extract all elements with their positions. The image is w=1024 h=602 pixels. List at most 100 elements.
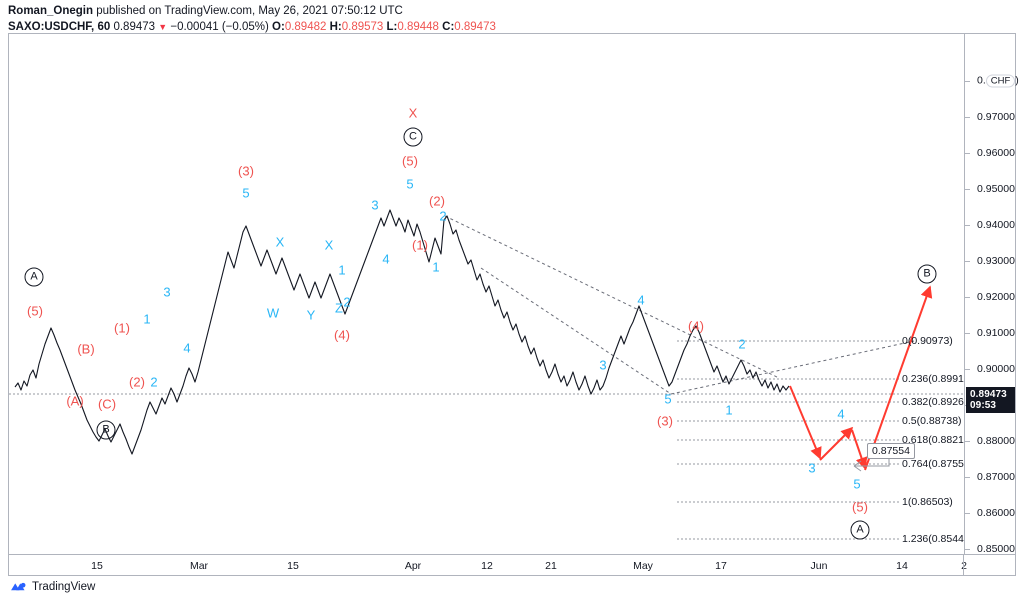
price-tick-label: 0.96000 <box>977 147 1015 159</box>
wave-label-intermediate: (5) <box>852 499 868 515</box>
footer: TradingView <box>10 578 95 596</box>
price-tick-label: 0.93000 <box>977 255 1015 267</box>
open-value: 0.89482 <box>284 21 327 33</box>
symbol-ohlc-line: SAXO:USDCHF, 60 0.89473 ▼ −0.00041 (−0.0… <box>8 20 1016 34</box>
wave-label-minor: 5 <box>406 176 414 192</box>
wave-label-intermediate: (1) <box>114 320 130 336</box>
price-tick <box>965 297 970 298</box>
wave-label-minor: 5 <box>242 185 250 201</box>
wave-label-minor: 4 <box>382 251 390 267</box>
wave-label-circled-b: B <box>917 264 937 284</box>
price-tick-label: 0.95000 <box>977 183 1015 195</box>
wave-label-intermediate: (2) <box>429 193 445 209</box>
wave-label-minor: 3 <box>371 197 379 213</box>
price-series-layer <box>9 209 964 540</box>
fib-level-label: 0.5(0.88738) <box>902 415 962 427</box>
wave-label-minor: 5 <box>853 476 861 492</box>
wave-label-minor: 4 <box>837 406 845 422</box>
wave-label-minor: 5 <box>664 391 672 407</box>
projection-arrows[interactable] <box>789 285 933 471</box>
price-tick-label: 0.86000 <box>977 507 1015 519</box>
price-tick <box>965 225 970 226</box>
time-tick-label: Apr <box>404 560 422 572</box>
publisher-line: Roman_Onegin published on TradingView.co… <box>8 4 1016 18</box>
wave-label-minor: 2 <box>343 294 351 310</box>
wave-label-intermediate: (5) <box>27 303 43 319</box>
time-tick-label: 21 <box>545 560 557 572</box>
time-tick-label: 12 <box>481 560 493 572</box>
price-tick <box>965 261 970 262</box>
price-tick <box>965 117 970 118</box>
wave-label-minor: X <box>324 237 334 253</box>
price-axis[interactable]: 0. CHF) 0.97000 0.96000 0.95000 0.94000 0.930… <box>964 34 1019 554</box>
wave-label-intermediate: (5) <box>402 153 418 169</box>
wave-label-minor: 2 <box>150 374 158 390</box>
price-tick-label: 0.91000 <box>977 327 1015 339</box>
current-price-tag: 0.89473 09:53 <box>966 387 1015 413</box>
wave-label-minor: Z <box>335 300 343 316</box>
fib-level-label: 0.382(0.89266) <box>902 396 964 408</box>
wave-label-minor: 3 <box>599 357 607 373</box>
wave-label-intermediate: (3) <box>657 413 673 429</box>
price-unit-label: 0. CHF) <box>977 74 1019 88</box>
wave-label-minor: 4 <box>637 292 645 308</box>
plot-area[interactable]: A (5) (B) (A) (C) B (1) (2) 1 2 3 4 (3) 5 X W Y X Z 1 2 (4) 3 4… <box>9 34 964 554</box>
price-tick <box>965 369 970 370</box>
time-axis[interactable]: 15 Mar 15 Apr 12 21 May 17 Jun 14 2 <box>8 555 1016 576</box>
price-tick-label: 0.97000 <box>977 111 1015 123</box>
wave-label-intermediate: (B) <box>77 341 95 357</box>
wave-label-intermediate: (2) <box>129 374 145 390</box>
time-tick-label: 17 <box>715 560 727 572</box>
time-tick-label: May <box>633 560 653 572</box>
wave-label-minor: 3 <box>163 284 171 300</box>
chart-frame[interactable]: A (5) (B) (A) (C) B (1) (2) 1 2 3 4 (3) 5 X W Y X Z 1 2 (4) 3 4… <box>8 33 1019 555</box>
wave-label-minor: 1 <box>143 311 151 327</box>
time-tick-label: 2 <box>961 560 967 572</box>
tradingview-brand: TradingView <box>32 581 96 593</box>
wave-label-intermediate: (3) <box>238 163 254 179</box>
price-tick-label: 0.92000 <box>977 291 1015 303</box>
current-price-value: 0.89473 <box>970 389 1007 400</box>
tradingview-logo-icon[interactable] <box>10 581 27 594</box>
current-price-time: 09:53 <box>970 400 997 411</box>
price-tick <box>965 333 970 334</box>
currency-badge[interactable]: CHF <box>985 74 1016 88</box>
wave-label-circled-c: C <box>403 127 423 147</box>
chart-header: Roman_Onegin published on TradingView.co… <box>8 3 1016 33</box>
fib-level-label: 1(0.86503) <box>902 496 953 508</box>
symbol-label[interactable]: SAXO:USDCHF, 60 <box>8 21 111 33</box>
wave-label-minor: 4 <box>183 340 191 356</box>
measure-tooltip: 0.87554 <box>867 443 915 459</box>
wave-label-minor: 2 <box>439 208 447 224</box>
wave-label-circled-a: A <box>850 520 870 540</box>
wave-label-minor: W <box>266 305 280 321</box>
trendlines[interactable] <box>444 215 915 395</box>
low-key: L: <box>386 21 398 33</box>
high-key: H: <box>329 21 342 33</box>
price-tick <box>965 441 970 442</box>
price-tick-label: 0.90000 <box>977 363 1015 375</box>
price-tick <box>965 549 970 550</box>
wave-label-minor: Y <box>306 307 316 323</box>
wave-label-circled-b: B <box>96 420 116 440</box>
time-tick-label: 15 <box>91 560 103 572</box>
price-tick <box>965 477 970 478</box>
wave-label-circled-a: A <box>24 267 44 287</box>
wave-label-minor: 3 <box>808 460 816 476</box>
price-tick <box>965 81 970 82</box>
wave-label-minor: 1 <box>432 259 440 275</box>
fib-level-label: 0.236(0.89918) <box>902 373 964 385</box>
wave-label-intermediate: X <box>408 105 418 121</box>
wave-label-intermediate: (1) <box>412 237 428 253</box>
time-axis-separator <box>963 555 964 575</box>
published-text: published on TradingView.com, May 26, 20… <box>96 5 403 17</box>
close-key: C: <box>442 21 455 33</box>
fib-level-label: 0(0.90973) <box>902 335 953 347</box>
price-tick <box>965 513 970 514</box>
author-name[interactable]: Roman_Onegin <box>8 5 93 17</box>
wave-label-minor: 1 <box>338 262 346 278</box>
wave-label-minor: 2 <box>738 336 746 352</box>
wave-label-minor: X <box>275 234 285 250</box>
price-tick-label: 0.94000 <box>977 219 1015 231</box>
